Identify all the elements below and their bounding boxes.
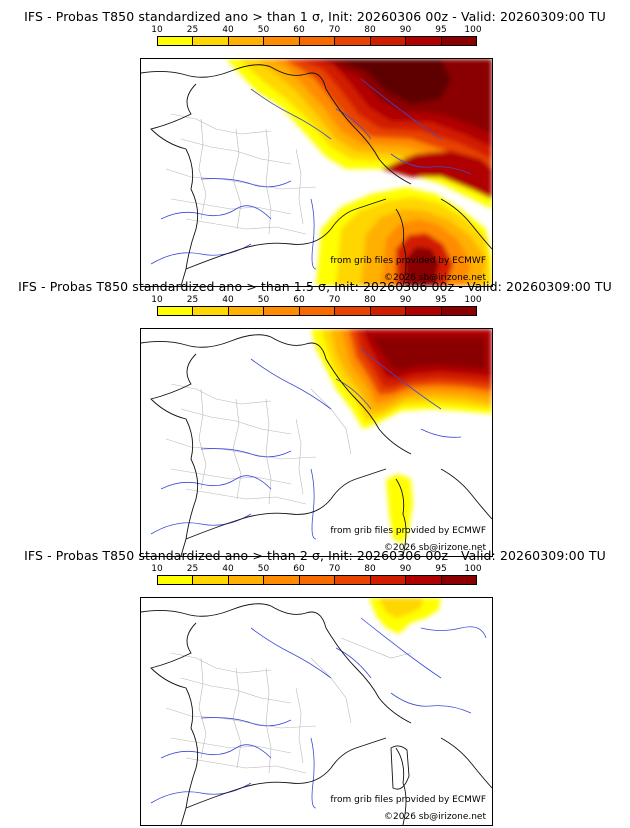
colorbar-labels: 10 25 40 50 60 70 80 90 95 100: [151, 295, 481, 306]
colorbar-swatch: [335, 307, 371, 315]
colorbar-swatch: [158, 576, 194, 584]
colorbar-label: 50: [257, 25, 270, 35]
colorbar-swatch: [335, 37, 371, 45]
data-source-credit: from grib files provided by ECMWF: [330, 526, 486, 536]
data-source-credit: from grib files provided by ECMWF: [330, 256, 486, 266]
colorbar-label: 25: [186, 25, 199, 35]
colorbar-swatches: [157, 36, 477, 46]
colorbar-swatch: [158, 37, 194, 45]
colorbar-swatch: [370, 307, 407, 315]
colorbar: 10 25 40 50 60 70 80 90 95 100: [151, 25, 482, 46]
map-svg: [141, 598, 492, 825]
colorbar-labels: 10 25 40 50 60 70 80 90 95 100: [151, 564, 481, 575]
colorbar-swatch: [335, 576, 371, 584]
copyright-credit: ©2026 sb@irizone.net: [384, 273, 486, 283]
panel-title: IFS - Probas T850 standardized ano > tha…: [24, 548, 606, 563]
data-source-credit: from grib files provided by ECMWF: [330, 795, 486, 805]
colorbar-swatch: [193, 307, 229, 315]
colorbar-label: 10: [151, 25, 163, 35]
colorbar-label: 100: [464, 25, 482, 35]
colorbar-label: 80: [364, 564, 376, 574]
colorbar-label: 100: [464, 295, 482, 305]
colorbar-label: 70: [328, 25, 341, 35]
colorbar-swatch: [264, 307, 300, 315]
colorbar-label: 25: [186, 295, 199, 305]
colorbar-label: 80: [364, 25, 376, 35]
colorbar-swatch: [193, 37, 229, 45]
colorbar-swatch: [193, 576, 229, 584]
panel-3: IFS - Probas T850 standardized ano > tha…: [0, 548, 630, 826]
colorbar-label: 95: [435, 564, 447, 574]
colorbar-label: 95: [435, 25, 447, 35]
colorbar-label: 60: [293, 564, 305, 574]
map-svg: [141, 329, 492, 556]
panel-title: IFS - Probas T850 standardized ano > tha…: [18, 279, 612, 294]
colorbar-label: 50: [257, 564, 270, 574]
colorbar-swatches: [157, 575, 477, 585]
colorbar-label: 50: [257, 295, 270, 305]
colorbar-label: 40: [222, 25, 234, 35]
colorbar-swatch: [406, 576, 442, 584]
colorbar-swatch: [299, 576, 336, 584]
colorbar-swatch: [370, 576, 407, 584]
colorbar-swatch: [406, 307, 442, 315]
colorbar-label: 70: [328, 295, 341, 305]
colorbar-label: 40: [222, 295, 234, 305]
colorbar-swatch: [158, 307, 194, 315]
colorbar-swatch: [228, 576, 265, 584]
colorbar-swatch: [406, 37, 442, 45]
copyright-credit: ©2026 sb@irizone.net: [384, 543, 486, 553]
colorbar-swatch: [264, 37, 300, 45]
colorbar-swatch: [299, 307, 336, 315]
colorbar-label: 90: [399, 564, 412, 574]
colorbar-swatch: [264, 576, 300, 584]
colorbar-swatch: [441, 307, 476, 315]
colorbar-label: 10: [151, 295, 163, 305]
probability-map: from grib files provided by ECMWF ©2026 …: [140, 597, 493, 826]
colorbar-label: 40: [222, 564, 234, 574]
colorbar-label: 60: [293, 295, 305, 305]
map-svg: [141, 59, 492, 286]
colorbar-label: 70: [328, 564, 341, 574]
copyright-credit: ©2026 sb@irizone.net: [384, 812, 486, 822]
colorbar-swatch: [370, 37, 407, 45]
colorbar-label: 10: [151, 564, 163, 574]
colorbar-label: 90: [399, 295, 412, 305]
colorbar-label: 95: [435, 295, 447, 305]
colorbar: 10 25 40 50 60 70 80 90 95 100: [151, 295, 482, 316]
colorbar-labels: 10 25 40 50 60 70 80 90 95 100: [151, 25, 481, 36]
colorbar-label: 90: [399, 25, 412, 35]
probability-map: from grib files provided by ECMWF ©2026 …: [140, 328, 493, 557]
colorbar-label: 100: [464, 564, 482, 574]
colorbar-swatch: [228, 307, 265, 315]
colorbar-swatch: [299, 37, 336, 45]
colorbar: 10 25 40 50 60 70 80 90 95 100: [151, 564, 482, 585]
colorbar-label: 60: [293, 25, 305, 35]
panel-2: IFS - Probas T850 standardized ano > tha…: [0, 279, 630, 557]
panel-title: IFS - Probas T850 standardized ano > tha…: [24, 9, 606, 24]
panel-1: IFS - Probas T850 standardized ano > tha…: [0, 9, 630, 287]
colorbar-label: 25: [186, 564, 199, 574]
colorbar-label: 80: [364, 295, 376, 305]
colorbar-swatch: [228, 37, 265, 45]
colorbar-swatches: [157, 306, 477, 316]
colorbar-swatch: [441, 576, 476, 584]
colorbar-swatch: [441, 37, 476, 45]
probability-map: from grib files provided by ECMWF ©2026 …: [140, 58, 493, 287]
